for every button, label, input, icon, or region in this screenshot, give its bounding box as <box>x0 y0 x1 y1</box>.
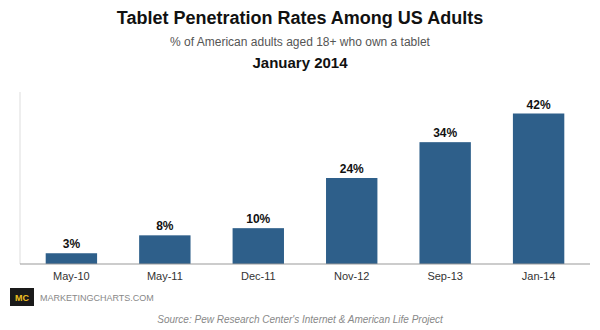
y-axis <box>20 92 21 264</box>
bar <box>233 228 284 264</box>
watermark-box <box>10 288 34 306</box>
bar <box>139 235 190 264</box>
bar <box>513 114 564 265</box>
watermark-text: MARKETINGCHARTS.COM <box>40 293 154 303</box>
source: Source: Pew Research Center's Internet &… <box>157 314 444 325</box>
watermark-logo: MC <box>15 293 29 303</box>
bar <box>419 142 470 264</box>
data-label: 42% <box>527 98 551 112</box>
chart-container: Tablet Penetration Rates Among US Adults… <box>0 0 600 330</box>
bar <box>46 253 97 264</box>
background <box>0 0 600 330</box>
bars <box>46 114 565 265</box>
bar <box>326 178 377 264</box>
subtitle: % of American adults aged 18+ who own a … <box>170 35 431 49</box>
x-tick-label: Dec-11 <box>241 270 276 282</box>
x-axis <box>20 264 590 265</box>
data-label: 8% <box>156 219 174 233</box>
data-label: 24% <box>340 162 364 176</box>
subtitle-date: January 2014 <box>252 54 348 71</box>
page: {"chart_data": {"type": "bar", "title": … <box>0 0 600 330</box>
x-tick-label: May-10 <box>53 270 90 282</box>
title: Tablet Penetration Rates Among US Adults <box>117 8 483 28</box>
x-tick-label: May-11 <box>147 270 183 282</box>
data-label: 3% <box>63 237 81 251</box>
x-tick-label: Jan-14 <box>522 270 556 282</box>
data-label: 34% <box>433 126 457 140</box>
data-label: 10% <box>246 212 270 226</box>
x-tick-label: Sep-13 <box>427 270 462 282</box>
chart-svg: Tablet Penetration Rates Among US Adults… <box>0 0 600 330</box>
x-tick-label: Nov-12 <box>334 270 369 282</box>
